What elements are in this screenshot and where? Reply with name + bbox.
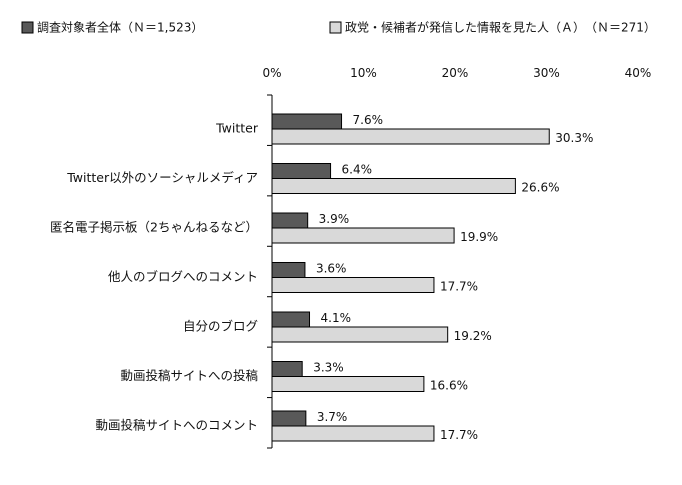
x-tick-label: 10% — [350, 66, 377, 80]
bar-series-1 — [271, 361, 303, 377]
category-label: 匿名電子掲示板（2ちゃんねるなど） — [50, 220, 258, 235]
data-label-series-1: 6.4% — [342, 163, 373, 177]
data-label-series-2: 17.7% — [440, 280, 478, 294]
bar-series-2 — [271, 376, 425, 392]
legend-label-1: 調査対象者全体（Ｎ＝1,523） — [37, 20, 203, 35]
x-tick-label: 0% — [262, 66, 281, 80]
data-label-series-2: 19.2% — [454, 329, 492, 343]
data-label-series-2: 30.3% — [555, 131, 593, 145]
bar-series-2 — [271, 227, 455, 244]
bar-series-2 — [271, 326, 449, 343]
data-label-series-2: 19.9% — [460, 230, 498, 244]
data-label-series-1: 4.1% — [321, 311, 352, 325]
bar-series-1 — [271, 212, 309, 229]
bar-series-1 — [271, 311, 311, 328]
bar-series-2 — [271, 178, 516, 194]
data-label-series-1: 3.3% — [313, 361, 344, 375]
category-label: 他人のブログへのコメント — [108, 269, 258, 284]
category-label: 動画投稿サイトへのコメント — [95, 418, 258, 433]
bar-series-2 — [271, 425, 435, 442]
bar-series-2 — [271, 277, 435, 293]
data-label-series-2: 17.7% — [440, 428, 478, 442]
legend: 調査対象者全体（Ｎ＝1,523） 政党・候補者が発信した情報を見た人（Ａ） （Ｎ＝… — [21, 20, 656, 35]
data-label-series-1: 3.7% — [317, 410, 348, 424]
data-label-series-2: 16.6% — [430, 379, 468, 393]
bar-series-1 — [271, 113, 343, 130]
data-label-series-2: 26.6% — [521, 181, 559, 195]
category-label: 自分のブログ — [183, 319, 258, 334]
legend-label-2: 政党・候補者が発信した情報を見た人（Ａ） （Ｎ＝271） — [345, 20, 656, 35]
data-labels: 7.6% 30.3% 6.4% 26.6% 3.9% 19.9% 3.6% 17.7% 4.1%… — [313, 113, 593, 442]
category-axis: Twitter Twitter以外のソーシャルメディア匿名電子掲示板（2ちゃんねる… — [50, 121, 259, 433]
bar-series-1 — [271, 262, 306, 278]
data-label-series-1: 3.6% — [316, 262, 347, 276]
x-tick-label: 30% — [533, 66, 560, 80]
legend-swatch-2 — [329, 21, 342, 34]
data-label-series-1: 3.9% — [319, 212, 350, 226]
x-tick-label: 20% — [442, 66, 469, 80]
category-label: 動画投稿サイトへの投稿 — [120, 368, 258, 383]
bar-series-1 — [271, 163, 332, 179]
bar-series-2 — [271, 128, 550, 145]
legend-swatch-1 — [21, 21, 34, 34]
data-label-series-1: 7.6% — [353, 113, 384, 127]
bar-series-1 — [271, 410, 307, 427]
x-tick-label: 40% — [625, 66, 652, 80]
category-label: Twitter — [215, 121, 259, 136]
category-label: Twitter以外のソーシャルメディア — [66, 170, 258, 185]
bars — [271, 113, 550, 442]
